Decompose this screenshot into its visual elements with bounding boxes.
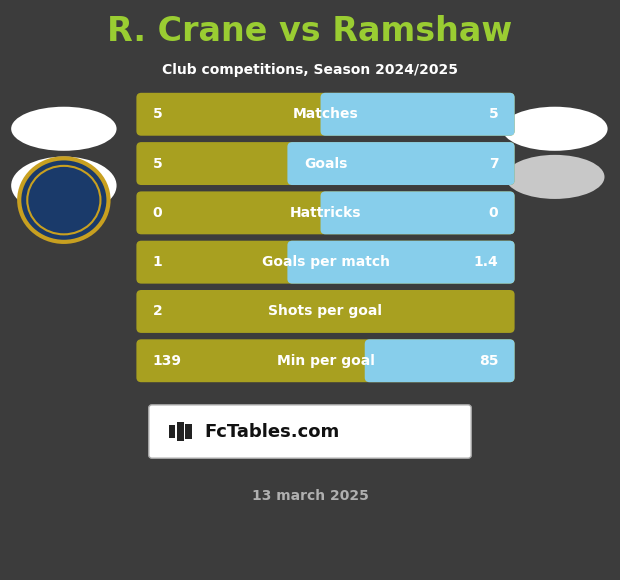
FancyBboxPatch shape	[149, 405, 471, 458]
FancyBboxPatch shape	[136, 191, 515, 234]
Ellipse shape	[502, 107, 608, 151]
Bar	[293, 151, 319, 176]
Text: 85: 85	[479, 354, 498, 368]
Bar	[326, 102, 348, 126]
Text: 1: 1	[153, 255, 162, 269]
Text: 2: 2	[153, 304, 162, 318]
FancyBboxPatch shape	[136, 339, 515, 382]
Text: Goals per match: Goals per match	[262, 255, 389, 269]
Text: R. Crane vs Ramshaw: R. Crane vs Ramshaw	[107, 16, 513, 48]
FancyBboxPatch shape	[136, 290, 515, 333]
Text: Goals: Goals	[304, 157, 347, 171]
FancyBboxPatch shape	[288, 142, 515, 185]
FancyBboxPatch shape	[365, 339, 515, 382]
FancyBboxPatch shape	[136, 241, 515, 284]
Text: 0: 0	[489, 206, 498, 220]
Bar	[169, 425, 175, 438]
Bar	[177, 422, 184, 441]
Bar	[185, 424, 192, 439]
Text: FcTables.com: FcTables.com	[205, 422, 340, 441]
Circle shape	[19, 158, 108, 242]
Text: Club competitions, Season 2024/2025: Club competitions, Season 2024/2025	[162, 63, 458, 77]
Text: 7: 7	[489, 157, 498, 171]
Text: Hattricks: Hattricks	[290, 206, 361, 220]
FancyBboxPatch shape	[288, 241, 515, 284]
FancyBboxPatch shape	[321, 93, 515, 136]
Text: Min per goal: Min per goal	[277, 354, 374, 368]
Text: 5: 5	[153, 157, 162, 171]
Ellipse shape	[11, 107, 117, 151]
FancyBboxPatch shape	[136, 93, 515, 136]
Text: 1.4: 1.4	[474, 255, 498, 269]
Text: 5: 5	[489, 107, 498, 121]
Text: 139: 139	[153, 354, 182, 368]
FancyBboxPatch shape	[321, 191, 515, 234]
FancyBboxPatch shape	[136, 142, 515, 185]
Text: 5: 5	[153, 107, 162, 121]
Ellipse shape	[505, 155, 604, 199]
Bar	[370, 349, 386, 373]
Bar	[326, 201, 348, 225]
Text: Shots per goal: Shots per goal	[268, 304, 383, 318]
Ellipse shape	[11, 157, 117, 215]
Text: Matches: Matches	[293, 107, 358, 121]
Text: 13 march 2025: 13 march 2025	[252, 489, 368, 503]
Bar	[293, 250, 319, 274]
Text: 0: 0	[153, 206, 162, 220]
